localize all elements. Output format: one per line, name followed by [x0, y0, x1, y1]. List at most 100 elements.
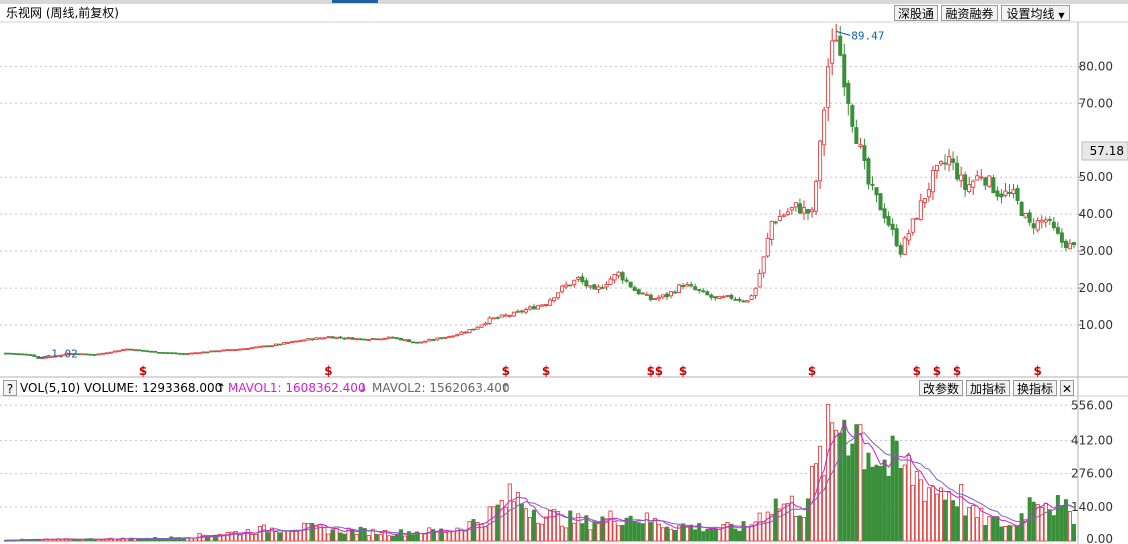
- candle-body: [552, 297, 557, 302]
- volume-bar: [769, 514, 774, 542]
- volume-bar: [322, 526, 327, 542]
- candle-body: [451, 335, 456, 338]
- volume-bar: [366, 535, 371, 542]
- current-price-label: 57.18: [1090, 144, 1124, 158]
- candle-body: [217, 350, 222, 353]
- volume-bar: [257, 526, 262, 542]
- candle-body: [616, 271, 621, 277]
- volume-bar: [1047, 509, 1052, 542]
- candle-body: [132, 349, 137, 352]
- volume-bar: [955, 506, 960, 542]
- shen-gu-tong-button[interactable]: 深股通: [894, 5, 938, 21]
- volume-bar: [362, 528, 367, 542]
- volume-bar: [439, 528, 444, 542]
- vol-indicator-name: VOL(5,10): [20, 381, 81, 395]
- candle-body: [519, 310, 524, 313]
- candle-body: [834, 39, 839, 42]
- volume-bar: [693, 529, 698, 542]
- volume-bar: [467, 521, 472, 542]
- volume-bar: [382, 530, 387, 542]
- volume-bar: [1031, 501, 1036, 542]
- ma-settings-button[interactable]: 设置均线 ▼: [1001, 5, 1070, 21]
- candle-body: [290, 340, 295, 343]
- candle-body: [793, 202, 798, 208]
- candle-body: [604, 284, 609, 288]
- candle-body: [463, 331, 468, 334]
- candle-body: [108, 351, 113, 354]
- margin-trading-button[interactable]: 融资融券: [941, 5, 998, 21]
- candle-body: [729, 294, 734, 299]
- volume-bar: [620, 525, 625, 542]
- candle-body: [810, 209, 815, 213]
- volume-bar: [608, 510, 613, 542]
- change-params-button[interactable]: 改参数: [919, 380, 963, 396]
- mavol2-value: MAVOL2: 1562063.400: [372, 381, 510, 395]
- volume-bar: [1003, 526, 1008, 542]
- volume-bar: [128, 537, 133, 542]
- candle-body: [846, 82, 851, 104]
- volume-bar: [531, 509, 536, 542]
- candle-body: [854, 127, 859, 144]
- candle-body: [515, 310, 520, 313]
- switch-indicator-button[interactable]: 换指标: [1013, 380, 1057, 396]
- candle-body: [693, 286, 698, 290]
- volume-bar: [201, 534, 206, 542]
- volume-bar: [153, 537, 158, 542]
- candle-body: [306, 338, 311, 341]
- volume-bar: [80, 539, 85, 542]
- volume-bar: [370, 528, 375, 542]
- volume-bar: [290, 530, 295, 542]
- volume-bar: [580, 523, 585, 542]
- volume-tick-label: 140.00: [1071, 500, 1113, 514]
- volume-bar: [866, 452, 871, 542]
- candle-body: [564, 284, 569, 288]
- volume-bar: [797, 515, 802, 542]
- candle-body: [1019, 201, 1024, 217]
- volume-bar: [483, 526, 488, 542]
- volume-bar: [286, 530, 291, 542]
- candle-body: [781, 214, 786, 217]
- candle-body: [822, 109, 827, 146]
- candle-body: [624, 279, 629, 282]
- dividend-marker: $: [913, 364, 921, 378]
- volume-bar: [834, 429, 839, 542]
- candle-body: [652, 298, 657, 301]
- volume-bar: [310, 522, 315, 542]
- add-indicator-button[interactable]: 加指标: [966, 380, 1010, 396]
- help-button[interactable]: ?: [3, 380, 17, 396]
- volume-bar: [503, 506, 508, 542]
- volume-bar: [906, 455, 911, 542]
- candle-body: [269, 345, 274, 348]
- volume-bar: [326, 533, 331, 542]
- candle-body: [705, 291, 710, 296]
- volume-bar: [1071, 523, 1076, 542]
- candle-body: [1043, 219, 1048, 223]
- candle-body: [12, 353, 17, 355]
- candle-body: [535, 305, 540, 310]
- candle-body: [161, 352, 166, 354]
- candle-body: [801, 207, 806, 214]
- volume-bar: [141, 538, 146, 542]
- candle-body: [632, 287, 637, 291]
- volume-bar: [681, 523, 686, 542]
- volume-bar: [648, 522, 653, 542]
- candle-body: [1055, 227, 1060, 234]
- candle-body: [221, 349, 226, 352]
- volume-bar: [274, 531, 279, 542]
- candle-body: [830, 40, 835, 64]
- candle-body: [225, 349, 230, 352]
- candle-body: [370, 338, 375, 340]
- dividend-marker: $: [324, 364, 332, 378]
- close-indicator-button[interactable]: ✕: [1060, 380, 1074, 396]
- candle-body: [975, 175, 980, 181]
- volume-bar: [576, 513, 581, 542]
- candle-body: [96, 353, 101, 356]
- volume-bar: [793, 515, 798, 542]
- volume-bar: [713, 528, 718, 542]
- candle-body: [382, 337, 387, 340]
- candle-body: [431, 339, 436, 341]
- candle-body: [987, 175, 992, 187]
- volume-bar: [801, 517, 806, 542]
- volume-bar: [515, 491, 520, 542]
